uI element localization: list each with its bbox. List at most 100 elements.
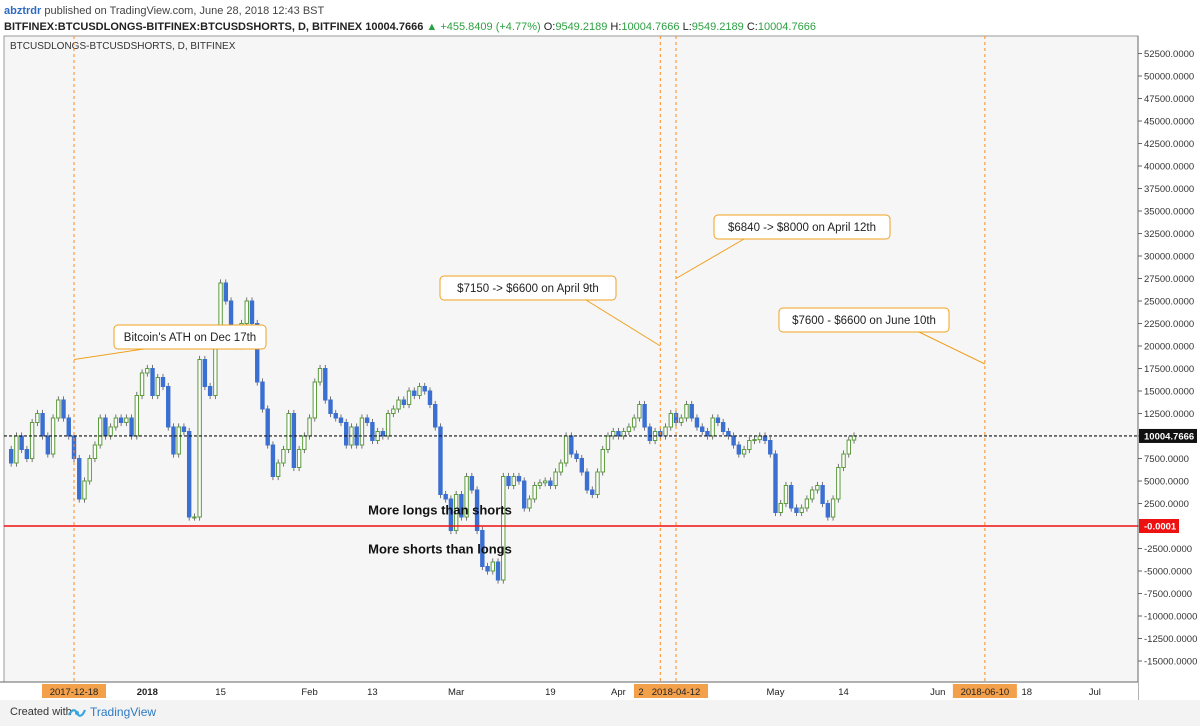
author-link[interactable]: abztrdr <box>4 5 42 17</box>
candle-body <box>590 489 595 495</box>
callout-box <box>778 307 950 333</box>
candle-body <box>768 440 773 455</box>
candle-body <box>584 471 590 491</box>
y-tick-label: 30000.0000 <box>1144 252 1194 263</box>
candle-body <box>453 494 459 531</box>
candle-body <box>501 476 506 581</box>
candle-body <box>186 431 192 518</box>
candle-body <box>385 413 391 437</box>
x-tick-highlight <box>952 684 1017 698</box>
candle-body <box>830 498 836 518</box>
tradingview-brand[interactable]: TradingView <box>90 705 157 719</box>
candle-body <box>401 399 407 405</box>
zero-label: -0.0001 <box>1144 522 1177 533</box>
candle-body <box>192 516 197 519</box>
x-tick-label: 15 <box>215 687 226 698</box>
candle-body <box>846 439 851 455</box>
candle-body <box>616 431 621 437</box>
candle-body <box>433 404 438 428</box>
candle-body <box>783 485 789 504</box>
x-tick-label: Apr <box>611 687 626 698</box>
candle-body <box>448 498 454 531</box>
callout-text: $7150 -> $6600 on April 9th <box>457 283 599 295</box>
candle-body <box>836 467 841 500</box>
candle-body <box>286 413 291 450</box>
y-tick-label: -5000.0000 <box>1144 567 1192 578</box>
candle-body <box>281 449 286 464</box>
y-tick-label: 15000.0000 <box>1144 387 1194 398</box>
zero-label-bg <box>1139 519 1179 533</box>
x-tick-label: 2018-04-12 <box>652 687 701 698</box>
candle-body <box>762 435 768 441</box>
candle-body <box>323 368 328 401</box>
candle-body <box>600 449 605 473</box>
x-tick-label: Jun <box>930 687 945 698</box>
candle-body <box>66 417 71 437</box>
callout-text: $7600 - $6600 on June 10th <box>792 315 936 327</box>
x-tick-label: 2018 <box>137 687 158 698</box>
candle-body <box>747 440 752 450</box>
candlestick-chart[interactable]: BTCUSDLONGS-BTCUSDSHORTS, D, BITFINEX 525… <box>0 0 1200 700</box>
candle-body <box>364 417 370 423</box>
candle-body <box>438 426 443 495</box>
candle-body <box>380 431 386 437</box>
chart-pane <box>3 35 1139 683</box>
candle-body <box>715 417 721 423</box>
candle-body <box>113 417 119 428</box>
callout-pointer <box>918 331 986 365</box>
y-tick-label: 5000.0000 <box>1144 477 1189 488</box>
candle-body <box>726 431 731 437</box>
candle-body <box>851 435 857 441</box>
candle-body <box>61 399 66 419</box>
candle-body <box>344 422 349 446</box>
candle-body <box>689 404 694 419</box>
candle-body <box>511 476 516 486</box>
x-tick-label: 2017-12-18 <box>50 687 99 698</box>
candle-body <box>103 417 108 437</box>
candle-body <box>29 422 35 459</box>
created-with-text: Created with <box>10 706 72 718</box>
candle-body <box>275 462 281 477</box>
candle-body <box>579 458 584 473</box>
candle-body <box>841 453 846 468</box>
candle-body <box>809 489 815 500</box>
candle-body <box>291 413 297 468</box>
candle-body <box>490 561 496 572</box>
x-tick-label: May <box>767 687 785 698</box>
candle-body <box>815 485 820 491</box>
y-tick-label: 25000.0000 <box>1144 297 1194 308</box>
candle-body <box>260 381 265 410</box>
symbol-name: BITFINEX:BTCUSDLONGS-BITFINEX:BTCUSDSHOR… <box>4 21 363 33</box>
candle-body <box>333 413 338 419</box>
candle-body <box>56 399 61 419</box>
last-value: 10004.7666 <box>365 21 424 33</box>
candle-body <box>87 458 92 482</box>
close-value: 10004.7666 <box>757 21 816 33</box>
candle-body <box>731 435 736 446</box>
candle-body <box>736 444 742 455</box>
candle-body <box>516 476 522 482</box>
candle-body <box>799 507 804 513</box>
candle-body <box>197 359 202 518</box>
candle-body <box>527 498 532 509</box>
candle-body <box>705 431 710 437</box>
candle-body <box>684 404 689 419</box>
x-tick-highlight <box>42 684 106 698</box>
candle-body <box>40 413 45 437</box>
candle-body <box>804 498 810 509</box>
candle-body <box>92 444 98 459</box>
candle-body <box>307 417 312 437</box>
candle-body <box>166 386 171 428</box>
candle-body <box>825 503 831 518</box>
y-tick-label: 47500.0000 <box>1144 94 1194 105</box>
y-tick-label: -10000.0000 <box>1144 612 1197 623</box>
candle-body <box>338 417 344 423</box>
candle-body <box>145 368 150 374</box>
high-value: 10004.7666 <box>621 21 680 33</box>
callout-box <box>713 214 891 240</box>
candle-body <box>108 426 113 437</box>
candle-body <box>328 399 333 414</box>
candle-body <box>406 390 412 405</box>
y-tick-label: 20000.0000 <box>1144 342 1194 353</box>
y-tick-label: -7500.0000 <box>1144 589 1192 600</box>
